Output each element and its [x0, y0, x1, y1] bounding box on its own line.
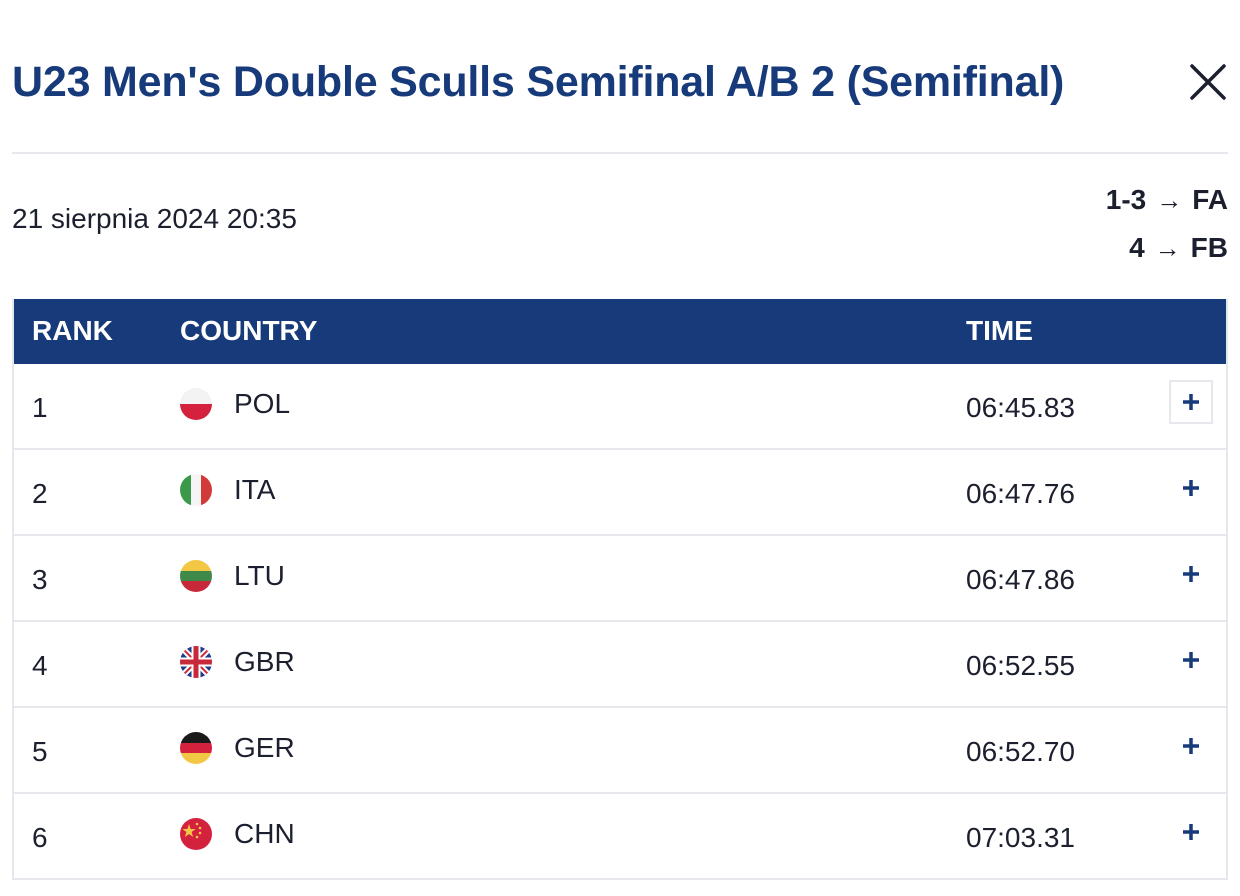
- progression-ranks: 4: [1129, 232, 1145, 263]
- country-cell: GER: [234, 732, 295, 763]
- plus-icon: [1183, 738, 1199, 754]
- column-header-rank: RANK: [32, 315, 113, 346]
- close-icon: [1190, 64, 1226, 100]
- expand-row-button[interactable]: [1169, 466, 1213, 510]
- results-table: RANK COUNTRY TIME 1 POL 06:45.83 2 ITA 0…: [12, 299, 1228, 880]
- progression-final: FB: [1190, 232, 1228, 263]
- race-datetime: 21 sierpnia 2024 20:35: [12, 203, 297, 234]
- page-title: U23 Men's Double Sculls Semifinal A/B 2 …: [12, 58, 1065, 106]
- expand-row-button[interactable]: [1169, 552, 1213, 596]
- table-row: 1 POL 06:45.83: [14, 364, 1226, 450]
- plus-icon: [1183, 480, 1199, 496]
- great-britain-flag-icon: [180, 646, 212, 678]
- rank-cell: 3: [32, 564, 48, 595]
- expand-row-button[interactable]: [1169, 810, 1213, 854]
- time-cell: 06:47.86: [966, 564, 1075, 595]
- rank-cell: 6: [32, 822, 48, 853]
- country-cell: GBR: [234, 646, 295, 677]
- plus-icon: [1183, 394, 1199, 410]
- italy-flag-icon: [180, 474, 212, 506]
- header-divider: [12, 152, 1228, 154]
- country-cell: LTU: [234, 560, 285, 591]
- progression-final: FA: [1192, 184, 1228, 215]
- time-cell: 06:47.76: [966, 478, 1075, 509]
- rank-cell: 4: [32, 650, 48, 681]
- china-flag-icon: [180, 818, 212, 850]
- arrow-right-icon: →: [1154, 233, 1181, 263]
- table-row: 6 CHN 07:03.31: [14, 794, 1226, 880]
- progression-ranks: 1-3: [1105, 184, 1147, 215]
- column-header-time: TIME: [966, 315, 1033, 346]
- progression-rule: 1-3 → FA: [1106, 176, 1228, 224]
- progression-rules: 1-3 → FA 4 → FB: [1106, 176, 1228, 272]
- rank-cell: 1: [32, 392, 48, 423]
- expand-row-button[interactable]: [1169, 638, 1213, 682]
- table-header: RANK COUNTRY TIME: [14, 299, 1226, 364]
- expand-row-button[interactable]: [1169, 380, 1213, 424]
- country-cell: CHN: [234, 818, 295, 849]
- plus-icon: [1183, 566, 1199, 582]
- country-cell: POL: [234, 388, 291, 419]
- time-cell: 06:45.83: [966, 392, 1075, 423]
- table-row: 2 ITA 06:47.76: [14, 450, 1226, 536]
- time-cell: 07:03.31: [966, 822, 1075, 853]
- expand-row-button[interactable]: [1169, 724, 1213, 768]
- table-row: 3 LTU 06:47.86: [14, 536, 1226, 622]
- progression-rule: 4 → FB: [1106, 224, 1228, 272]
- rank-cell: 2: [32, 478, 48, 509]
- rank-cell: 5: [32, 736, 48, 767]
- table-row: 5 GER 06:52.70: [14, 708, 1226, 794]
- time-cell: 06:52.70: [966, 736, 1075, 767]
- table-row: 4 GBR 06:52.55: [14, 622, 1226, 708]
- column-header-country: COUNTRY: [180, 315, 318, 346]
- plus-icon: [1183, 824, 1199, 840]
- time-cell: 06:52.55: [966, 650, 1075, 681]
- close-button[interactable]: [1186, 60, 1230, 104]
- country-cell: ITA: [234, 474, 276, 505]
- dialog-header: U23 Men's Double Sculls Semifinal A/B 2 …: [12, 52, 1230, 112]
- arrow-right-icon: →: [1156, 185, 1183, 215]
- germany-flag-icon: [180, 732, 212, 764]
- poland-flag-icon: [180, 388, 212, 420]
- plus-icon: [1183, 652, 1199, 668]
- lithuania-flag-icon: [180, 560, 212, 592]
